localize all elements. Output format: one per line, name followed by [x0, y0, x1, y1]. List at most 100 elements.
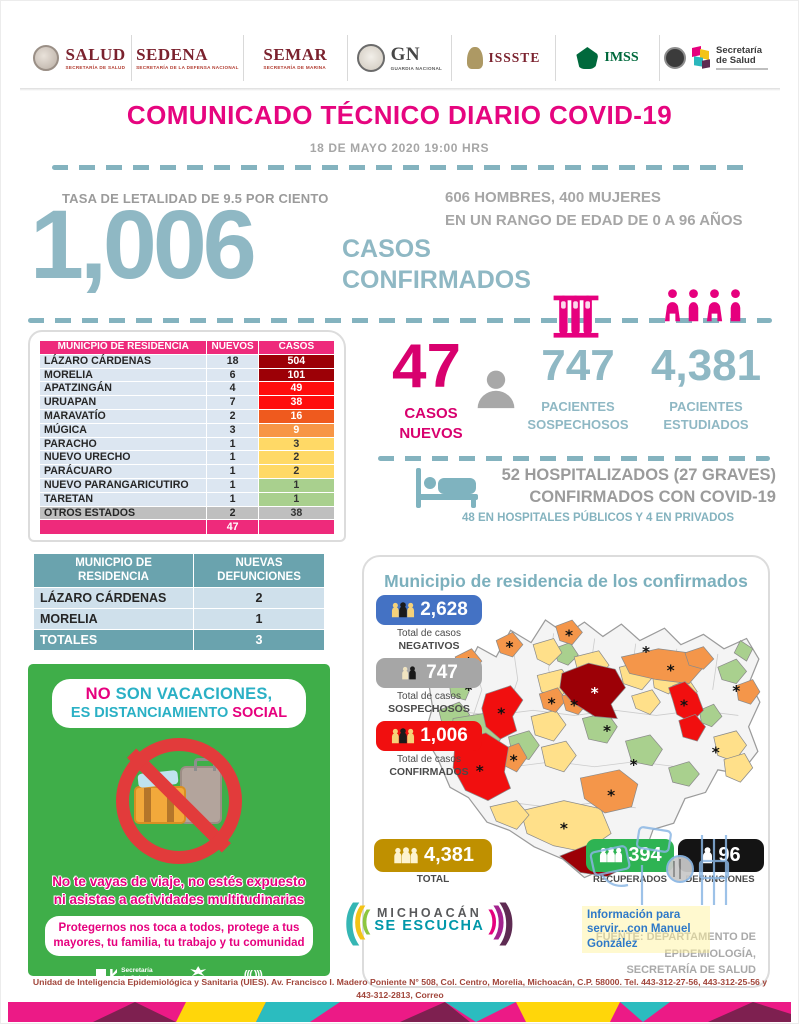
table-row: LÁZARO CÁRDENAS 18 504: [38, 353, 336, 369]
k-glyph-icon: [110, 968, 118, 982]
total-pill: 4,381: [374, 839, 492, 872]
estudiados-value: 4,381: [650, 341, 762, 390]
person-icon: [703, 846, 713, 863]
logo-semar: SEMAR SECRETARÍA DE MARINA: [244, 35, 348, 81]
sospechosos-label: Total de casos SOSPECHOSOS: [388, 691, 470, 715]
people-group-icon: [664, 289, 741, 322]
total-nuevos: 47: [206, 519, 259, 536]
dashed-divider-hospital: [378, 456, 770, 461]
sound-wave-icon: (: [353, 899, 366, 940]
svg-text:*: *: [548, 694, 556, 712]
casos-nuevos-value: 47: [392, 332, 461, 401]
sound-wave-icon: ): [499, 894, 515, 946]
negativos-label: Total de casos NEGATIVOS: [397, 628, 461, 652]
cases-table-header: MUNICPIO DE RESIDENCIA NUEVOS CASOS: [38, 340, 336, 355]
watermark-text: Información para servir...con Manuel Gon…: [582, 906, 710, 954]
conmemorative-seal-icon: [664, 47, 687, 69]
deaths-total-row: TOTALES 3: [32, 629, 325, 651]
person-duo-icon: [402, 665, 416, 679]
table-row: MÚGICA 3 9: [38, 422, 336, 438]
gn-seal-icon: [356, 44, 385, 72]
defunciones-label: DEFUNCIONES: [685, 874, 755, 885]
deaths-table: MUNICPIO DE RESIDENCIA NUEVAS DEFUNCIONES …: [32, 553, 325, 651]
logo-sedena-name: SEDENA: [136, 45, 209, 64]
sospechosos-value: 747: [541, 341, 615, 390]
demografia-line2: EN UN RANGO DE EDAD DE 0 A 96 AÑOS: [445, 212, 743, 230]
svg-text:*: *: [732, 682, 740, 700]
table-row: PARÁCUARO 1 2: [38, 464, 336, 479]
table-row: MORELIA 1: [32, 608, 325, 630]
logo-gn-name: GN: [390, 44, 421, 65]
svg-text:*: *: [464, 681, 472, 699]
decorative-footer-strip: [8, 1002, 791, 1022]
confirmados-pill: 1,006: [376, 721, 482, 751]
cases-table: MUNICPIO DE RESIDENCIA NUEVOS CASOS LÁZA…: [38, 340, 336, 536]
negativos-pill: 2,628: [376, 595, 482, 625]
logo-issste-name: ISSSTE: [488, 50, 541, 65]
svg-text:*: *: [510, 752, 518, 770]
table-row: PARACHO 1 3: [38, 436, 336, 452]
logo-sedena-sub: SECRETARÍA DE LA DEFENSA NACIONAL: [136, 65, 239, 70]
logo-semar-sub: SECRETARÍA DE MARINA: [263, 65, 327, 70]
table-row: MORELIA 6 101: [38, 367, 336, 383]
campaign-title: NO SON VACACIONES, ES DISTANCIAMIENTO SO…: [52, 679, 306, 729]
logo-salud-sub: SECRETARÍA DE SALUD: [65, 65, 126, 70]
logo-gn-sub: GUARDIA NACIONAL: [390, 66, 443, 71]
letalidad-text: TASA DE LETALIDAD DE 9.5 POR CIENTO: [62, 191, 329, 206]
total-label: TOTAL: [416, 874, 450, 885]
tv-program-watermark: Información para servir...con Manuel Gon…: [582, 815, 757, 954]
svg-text:*: *: [565, 627, 573, 645]
radio-waves-icon: ((( ))): [243, 969, 263, 982]
recuperados-label: RECUPERADOS: [593, 874, 667, 885]
ssm-underline: [716, 67, 769, 70]
michoacan-choropleth-map: *** *** *** *** *** *** * **: [423, 619, 761, 879]
svg-text:*: *: [506, 638, 514, 656]
svg-text:*: *: [667, 661, 675, 679]
mini-logo-michoacan: MICHOACÁN: [177, 966, 220, 984]
map-panel: Municipio de residencia de los confirmad…: [344, 555, 770, 988]
prohibition-circle: [116, 738, 242, 865]
svg-text:*: *: [607, 787, 615, 805]
no-travel-icon: [116, 738, 242, 865]
campaign-footer-logos: Secretaría de Salud MICHOACÁN ((( ))): [28, 966, 330, 984]
people-trio-icon: [394, 846, 418, 863]
cases-table-panel: MUNICPIO DE RESIDENCIA NUEVOS CASOS LÁZA…: [28, 330, 346, 542]
svg-text:*: *: [603, 722, 611, 740]
svg-text:*: *: [570, 696, 578, 714]
bulletin-date: 18 DE MAYO 2020 19:00 HRS: [309, 141, 490, 155]
dashed-divider-top: [52, 165, 747, 170]
logo-ssm-name-2: de Salud: [716, 55, 756, 66]
svg-text:*: *: [560, 819, 568, 837]
table-row: URUAPAN 7 38: [38, 395, 336, 410]
issste-eagle-icon: [466, 47, 483, 69]
hospital-bed-icon: [416, 468, 478, 508]
page-title: COMUNICADO TÉCNICO DIARIO COVID-19: [126, 100, 673, 130]
sound-wave-icon: ): [493, 899, 506, 940]
sound-wave-icon: (: [344, 894, 360, 946]
deaths-table-header: MUNICPIO DE RESIDENCIA NUEVAS DEFUNCIONES: [32, 553, 325, 588]
butterfly-icon: [692, 45, 711, 71]
campaign-message: No te vayas de viaje, no estés expuesto …: [52, 874, 306, 907]
map-title: Municipio de residencia de los confirmad…: [384, 571, 748, 591]
logo-imss-name: IMSS: [604, 50, 639, 65]
svg-text:*: *: [476, 762, 484, 780]
people-trio-icon: [392, 601, 415, 617]
hospitalizados-subtext: 48 EN HOSPITALES PÚBLICOS Y 4 EN PRIVADO…: [461, 512, 735, 524]
logo-semar-name: SEMAR: [263, 45, 328, 64]
people-trio-icon: [392, 727, 415, 743]
logo-gn: GN GUARDIA NACIONAL: [348, 35, 452, 81]
sound-wave-icon: ): [488, 904, 498, 935]
campaign-box: NO SON VACACIONES, ES DISTANCIAMIENTO SO…: [28, 664, 330, 984]
svg-text:*: *: [642, 643, 650, 661]
test-tubes-icon: [553, 295, 599, 338]
sound-wave-icon: (: [361, 904, 371, 935]
logo-ssm-name-1: Secretaría: [716, 45, 762, 57]
header-divider: [20, 88, 780, 91]
shield-icon: [96, 968, 107, 982]
mini-logo-salud: Secretaría de Salud: [96, 967, 153, 983]
sospechosos-pill: 747: [376, 658, 482, 688]
header-logos: SALUD SECRETARÍA DE SALUD SEDENA SECRETA…: [28, 30, 772, 86]
logo-issste: ISSSTE: [452, 35, 556, 81]
table-row: APATZINGÁN 4 49: [38, 381, 336, 397]
